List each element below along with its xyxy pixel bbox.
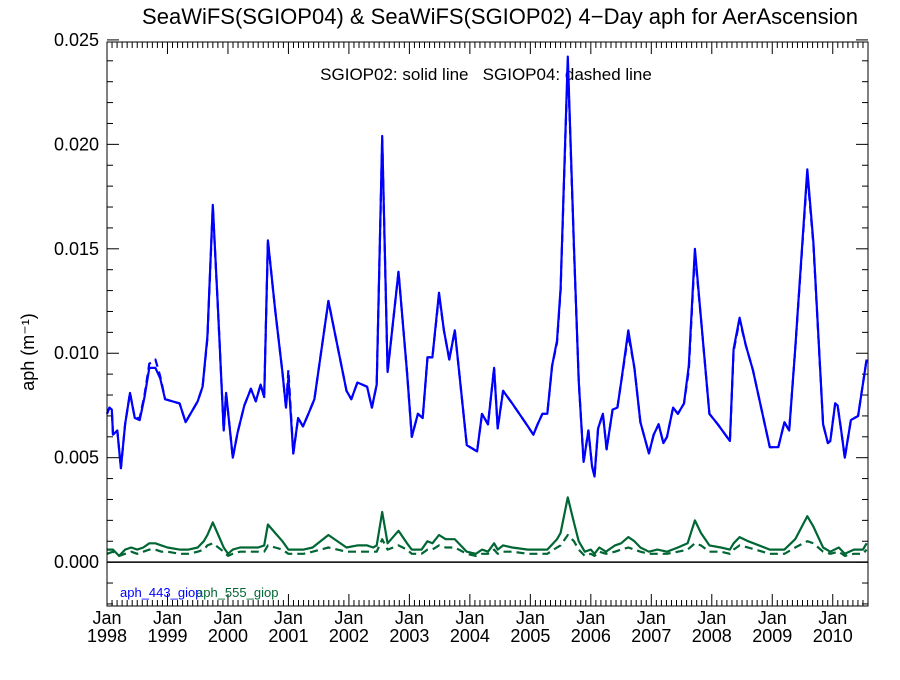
x-tick-month-label: Jan xyxy=(334,608,363,628)
x-tick-year-label: 2000 xyxy=(208,626,248,646)
y-tick-label: 0.000 xyxy=(54,552,99,572)
x-tick-year-label: 2003 xyxy=(389,626,429,646)
series-layer xyxy=(105,55,868,557)
legend-item-aph-443-giop: aph_443_giop xyxy=(120,585,202,600)
x-tick-month-label: Jan xyxy=(697,608,726,628)
y-axis-label: aph (m⁻¹) xyxy=(18,313,38,391)
x-tick-year-label: 1999 xyxy=(147,626,187,646)
x-tick-month-label: Jan xyxy=(92,608,121,628)
chart-title: SeaWiFS(SGIOP04) & SeaWiFS(SGIOP02) 4−Da… xyxy=(142,4,858,29)
x-tick-month-label: Jan xyxy=(153,608,182,628)
x-tick-year-label: 2006 xyxy=(571,626,611,646)
plot-frame xyxy=(106,41,869,607)
x-tick-month-label: Jan xyxy=(455,608,484,628)
x-tick-year-label: 2008 xyxy=(692,626,732,646)
axes-layer: 0.0000.0050.0100.0150.0200.025Jan1998Jan… xyxy=(54,30,868,646)
x-tick-year-label: 2010 xyxy=(813,626,853,646)
legend-item-aph-555-giop: aph_555_giop xyxy=(196,585,278,600)
x-tick-month-label: Jan xyxy=(213,608,242,628)
series-line-aph-443-giop-sgiop04 xyxy=(105,59,868,478)
x-tick-year-label: 2002 xyxy=(329,626,369,646)
y-tick-label: 0.010 xyxy=(54,343,99,363)
series-line-aph-443-giop-sgiop02 xyxy=(105,55,868,478)
x-tick-year-label: 2009 xyxy=(752,626,792,646)
x-tick-month-label: Jan xyxy=(758,608,787,628)
y-tick-label: 0.015 xyxy=(54,239,99,259)
y-tick-label: 0.025 xyxy=(54,30,99,50)
series-line-aph-555-giop-sgiop04 xyxy=(106,533,868,557)
y-tick-label: 0.005 xyxy=(54,448,99,468)
x-tick-year-label: 2005 xyxy=(510,626,550,646)
x-tick-month-label: Jan xyxy=(274,608,303,628)
x-tick-month-label: Jan xyxy=(637,608,666,628)
x-tick-month-label: Jan xyxy=(516,608,545,628)
y-tick-label: 0.020 xyxy=(54,134,99,154)
x-tick-month-label: Jan xyxy=(395,608,424,628)
series-line-aph-555-giop-sgiop02 xyxy=(107,496,868,557)
x-tick-month-label: Jan xyxy=(818,608,847,628)
line-style-note: SGIOP02: solid line SGIOP04: dashed line xyxy=(320,65,652,84)
x-tick-year-label: 2007 xyxy=(631,626,671,646)
x-tick-year-label: 2004 xyxy=(450,626,490,646)
x-tick-year-label: 1998 xyxy=(87,626,127,646)
x-tick-year-label: 2001 xyxy=(268,626,308,646)
x-tick-month-label: Jan xyxy=(576,608,605,628)
